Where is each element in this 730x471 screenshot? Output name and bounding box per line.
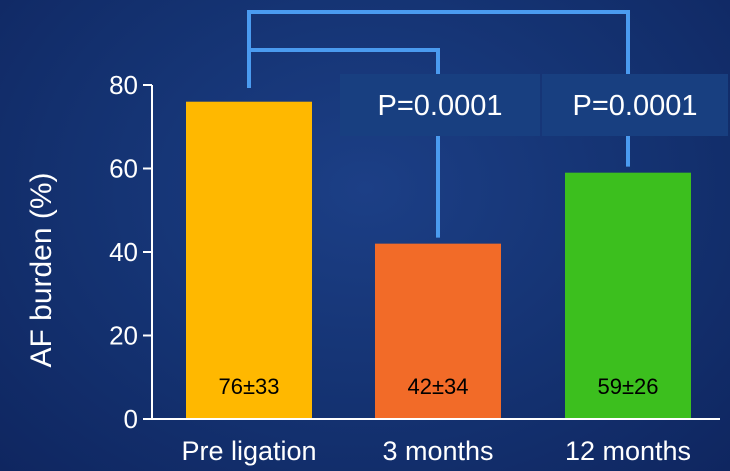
- p-value-label: P=0.0001: [378, 90, 503, 122]
- bars: 76±33 42±34 59±26: [186, 101, 691, 419]
- y-tick-label: 0: [124, 404, 138, 434]
- y-tick-label: 20: [109, 321, 138, 351]
- y-tick-label: 80: [109, 70, 138, 100]
- p-value-box: [542, 74, 728, 136]
- x-tick-label: 3 months: [382, 436, 493, 466]
- y-tick-label: 40: [109, 237, 138, 267]
- bar-data-label: 76±33: [218, 374, 279, 399]
- y-tick-label: 60: [109, 154, 138, 184]
- bar-data-label: 59±26: [597, 374, 658, 399]
- bar: [565, 172, 691, 419]
- significance-bracket: [247, 48, 440, 238]
- p-value-label: P=0.0001: [573, 90, 698, 122]
- x-tick-labels: Pre ligation 3 months 12 months: [181, 436, 691, 466]
- p-value-box: [340, 74, 540, 136]
- x-tick-label: Pre ligation: [181, 436, 316, 466]
- bar: [375, 243, 501, 419]
- x-tick-label: 12 months: [565, 436, 691, 466]
- p-value-annotations: P=0.0001 P=0.0001: [340, 74, 728, 136]
- y-ticks: 0 20 40 60 80: [109, 70, 152, 434]
- y-axis-title: AF burden (%): [25, 172, 58, 367]
- bar: [186, 101, 312, 419]
- bar-data-label: 42±34: [407, 374, 468, 399]
